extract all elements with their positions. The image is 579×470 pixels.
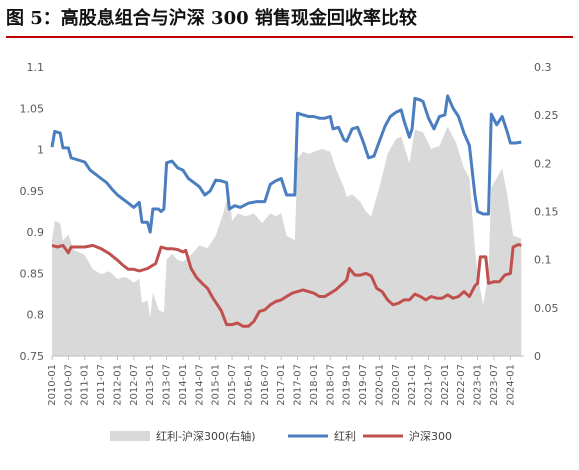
- left-tick-label: 0.9: [27, 226, 45, 239]
- left-tick-label: 0.8: [27, 309, 45, 322]
- plot-area: [50, 94, 524, 357]
- x-tick-label: 2015-07: [227, 364, 238, 406]
- x-tick-label: 2014-07: [194, 364, 205, 406]
- x-tick-label: 2017-07: [293, 364, 304, 406]
- left-tick-label: 0.85: [20, 267, 45, 280]
- x-tick-label: 2021-01: [407, 364, 418, 406]
- x-tick-label: 2022-01: [440, 364, 451, 406]
- left-tick-label: 1: [37, 144, 44, 157]
- x-tick-label: 2016-07: [260, 364, 271, 406]
- x-tick-label: 2011-01: [80, 364, 91, 406]
- x-tick-label: 2014-01: [178, 364, 189, 406]
- right-tick-label: 0: [534, 350, 541, 363]
- x-tick-label: 2019-01: [342, 364, 353, 406]
- x-tick-label: 2015-01: [211, 364, 222, 406]
- x-tick-label: 2010-07: [63, 364, 74, 406]
- x-tick-label: 2020-01: [374, 364, 385, 406]
- x-tick-label: 2013-07: [162, 364, 173, 406]
- x-tick-label: 2011-07: [96, 364, 107, 406]
- x-tick-label: 2013-01: [145, 364, 156, 406]
- legend-swatch-area: [110, 431, 150, 441]
- legend-label: 红利-沪深300(右轴): [156, 429, 256, 443]
- x-tick-label: 2016-01: [243, 364, 254, 406]
- right-tick-label: 0.05: [534, 302, 559, 315]
- left-tick-label: 0.75: [20, 350, 45, 363]
- x-tick-label: 2019-07: [358, 364, 369, 406]
- hs300-line: [51, 243, 522, 328]
- legend-label: 红利: [334, 430, 356, 443]
- x-tick-label: 2017-01: [276, 364, 287, 406]
- left-tick-label: 0.95: [20, 185, 45, 198]
- x-tick-label: 2021-07: [424, 364, 435, 406]
- line-series-group: [50, 94, 522, 328]
- area-series-spread: [52, 126, 522, 356]
- figure-title: 图 5：高股息组合与沪深 300 销售现金回收率比较: [6, 8, 417, 29]
- left-tick-label: 1.1: [27, 61, 45, 74]
- left-tick-label: 1.05: [20, 102, 45, 115]
- right-axis-ticks: 0 0.05 0.1 0.15 0.2 0.25 0.3: [534, 61, 559, 363]
- right-tick-label: 0.3: [534, 61, 552, 74]
- x-tick-label: 2010-01: [47, 364, 58, 406]
- x-tick-label: 2020-07: [391, 364, 402, 406]
- right-tick-label: 0.1: [534, 254, 552, 267]
- x-tick-label: 2023-01: [473, 364, 484, 406]
- x-tick-label: 2022-07: [456, 364, 467, 406]
- x-tick-label: 2023-07: [489, 364, 500, 406]
- right-tick-label: 0.15: [534, 206, 559, 219]
- x-tick-label: 2018-07: [325, 364, 336, 406]
- x-tick-label: 2012-01: [112, 364, 123, 406]
- title-rule: [6, 36, 573, 38]
- legend-label: 沪深300: [409, 429, 452, 443]
- right-tick-label: 0.25: [534, 109, 559, 122]
- area-series-group: [52, 126, 522, 356]
- right-tick-label: 0.2: [534, 157, 552, 170]
- x-tick-label: 2018-01: [309, 364, 320, 406]
- left-axis-ticks: 0.75 0.8 0.85 0.9 0.95 1 1.05 1.1: [20, 61, 45, 363]
- dividend-line: [50, 94, 522, 234]
- x-tick-label: 2012-07: [129, 364, 140, 406]
- legend: 红利-沪深300(右轴) 红利 沪深300: [110, 429, 452, 443]
- x-axis-ticks: 2010-01 2010-07 2011-01 2011-07 2012-01 2012-…: [47, 356, 516, 406]
- x-tick-label: 2024-01: [505, 364, 516, 406]
